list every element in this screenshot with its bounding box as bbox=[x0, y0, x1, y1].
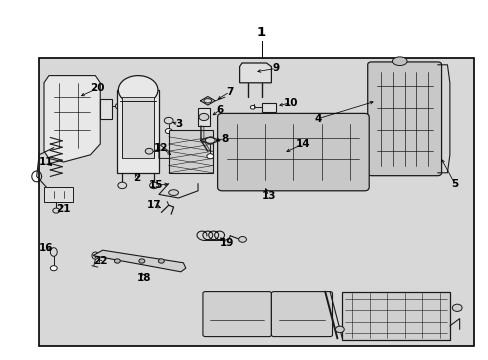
Bar bbox=[117, 90, 159, 173]
Ellipse shape bbox=[158, 259, 164, 263]
Ellipse shape bbox=[250, 105, 255, 109]
Ellipse shape bbox=[199, 113, 208, 121]
Ellipse shape bbox=[335, 326, 344, 333]
Text: 6: 6 bbox=[216, 105, 223, 115]
Text: 3: 3 bbox=[175, 119, 182, 129]
Text: 2: 2 bbox=[133, 173, 140, 183]
Ellipse shape bbox=[145, 148, 153, 154]
Bar bbox=[261, 103, 276, 112]
Ellipse shape bbox=[205, 138, 215, 143]
Text: 12: 12 bbox=[154, 143, 168, 153]
Text: 22: 22 bbox=[93, 256, 107, 266]
Text: 16: 16 bbox=[39, 243, 54, 253]
Ellipse shape bbox=[391, 57, 406, 66]
Text: 18: 18 bbox=[137, 273, 151, 283]
Bar bbox=[39, 58, 473, 346]
Ellipse shape bbox=[92, 252, 99, 259]
Bar bbox=[168, 130, 212, 173]
Bar bbox=[342, 292, 449, 340]
FancyBboxPatch shape bbox=[203, 292, 271, 337]
Text: 21: 21 bbox=[56, 204, 71, 214]
Ellipse shape bbox=[50, 266, 57, 271]
Text: 11: 11 bbox=[39, 157, 54, 167]
Ellipse shape bbox=[118, 182, 126, 189]
Text: 4: 4 bbox=[313, 114, 321, 124]
Text: 1: 1 bbox=[257, 26, 265, 39]
Ellipse shape bbox=[115, 103, 124, 109]
Text: 20: 20 bbox=[90, 83, 105, 93]
Text: 19: 19 bbox=[220, 238, 234, 248]
Bar bbox=[198, 108, 210, 126]
Text: 10: 10 bbox=[283, 98, 298, 108]
Text: 8: 8 bbox=[221, 134, 228, 144]
Ellipse shape bbox=[165, 129, 172, 134]
Text: 15: 15 bbox=[149, 180, 163, 190]
FancyBboxPatch shape bbox=[217, 113, 368, 191]
Ellipse shape bbox=[238, 237, 246, 242]
Ellipse shape bbox=[118, 76, 158, 104]
Bar bbox=[122, 97, 154, 158]
Ellipse shape bbox=[139, 259, 144, 263]
Ellipse shape bbox=[206, 154, 213, 159]
Bar bbox=[100, 99, 112, 119]
Polygon shape bbox=[93, 250, 185, 272]
Ellipse shape bbox=[50, 248, 57, 256]
Polygon shape bbox=[44, 76, 100, 162]
Text: 13: 13 bbox=[261, 191, 276, 201]
FancyBboxPatch shape bbox=[367, 62, 441, 176]
Ellipse shape bbox=[149, 182, 158, 189]
Ellipse shape bbox=[451, 304, 461, 311]
Text: 5: 5 bbox=[450, 179, 457, 189]
Ellipse shape bbox=[168, 190, 178, 195]
FancyBboxPatch shape bbox=[271, 292, 332, 337]
Text: 7: 7 bbox=[225, 87, 233, 97]
Polygon shape bbox=[239, 63, 271, 83]
Text: 17: 17 bbox=[146, 200, 161, 210]
Bar bbox=[44, 187, 73, 202]
Ellipse shape bbox=[203, 99, 211, 103]
Ellipse shape bbox=[164, 117, 173, 124]
Ellipse shape bbox=[53, 208, 60, 213]
Text: 9: 9 bbox=[272, 63, 279, 73]
Text: 14: 14 bbox=[295, 139, 310, 149]
Ellipse shape bbox=[114, 259, 120, 263]
